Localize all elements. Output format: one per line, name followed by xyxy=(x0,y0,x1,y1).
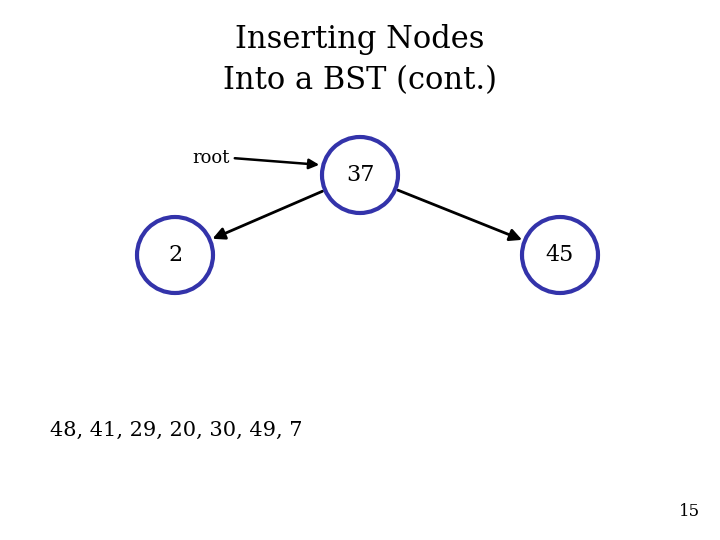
Text: 48, 41, 29, 20, 30, 49, 7: 48, 41, 29, 20, 30, 49, 7 xyxy=(50,421,302,440)
Text: 37: 37 xyxy=(346,164,374,186)
Circle shape xyxy=(137,217,213,293)
Text: 15: 15 xyxy=(679,503,700,520)
Text: 45: 45 xyxy=(546,244,574,266)
Text: 2: 2 xyxy=(168,244,182,266)
Text: Inserting Nodes
Into a BST (cont.): Inserting Nodes Into a BST (cont.) xyxy=(223,24,497,96)
Circle shape xyxy=(322,137,398,213)
Circle shape xyxy=(522,217,598,293)
Text: root: root xyxy=(193,149,230,167)
